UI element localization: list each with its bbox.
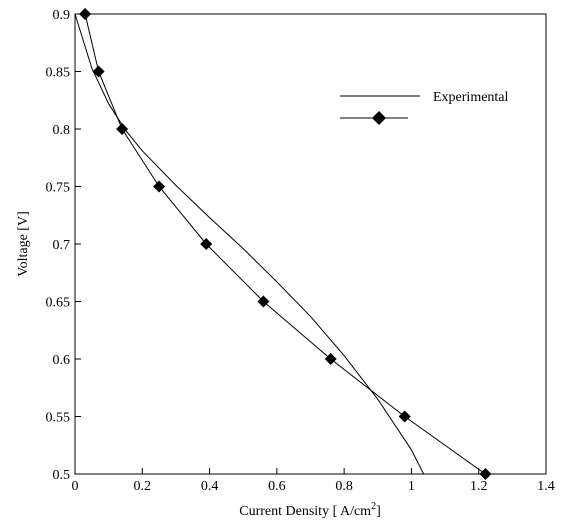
- data-point-marker: [479, 468, 492, 480]
- legend-diamond-marker: [372, 111, 386, 125]
- data-point-marker: [92, 65, 105, 78]
- y-tick-label: 0.5: [53, 468, 71, 483]
- legend-label-experimental: Experimental: [433, 90, 509, 105]
- series-line-1: [84, 14, 486, 474]
- x-axis-label: Current Density [ A/cm2]: [239, 501, 380, 519]
- data-point-marker: [79, 8, 92, 20]
- data-point-marker: [398, 410, 411, 423]
- x-tick-label: 0.6: [268, 479, 286, 494]
- data-point-marker: [200, 238, 213, 250]
- data-point-marker: [116, 123, 129, 135]
- x-tick-label: 1.2: [470, 479, 488, 494]
- data-point-marker: [153, 180, 166, 193]
- x-tick-label: 0: [72, 479, 79, 494]
- series-line-0: [75, 14, 425, 474]
- axes: [74, 13, 547, 475]
- data-point-marker: [324, 353, 337, 365]
- x-axis-label-superscript: 2: [371, 501, 376, 512]
- data-point-marker: [257, 295, 270, 308]
- x-tick-label: 0.8: [335, 479, 353, 494]
- marker-layer: [79, 8, 492, 480]
- x-tick-label: 1.4: [537, 479, 555, 494]
- x-tick-label: 1: [408, 479, 415, 494]
- y-tick-label: 0.8: [53, 123, 71, 138]
- y-tick-label: 0.7: [53, 238, 71, 253]
- legend: Experimental: [340, 90, 509, 125]
- y-tick-label: 0.9: [53, 8, 71, 23]
- x-axis-label-end: ]: [376, 504, 381, 519]
- y-tick-label: 0.6: [53, 353, 71, 368]
- series-layer: [75, 14, 486, 474]
- y-tick-label: 0.55: [46, 411, 71, 426]
- y-tick-label: 0.75: [46, 181, 71, 196]
- ticks: 0 0.2 0.4 0.6 0.8 1 1.2 1.4 0.5 0.55 0.6 0.65 0.7 0.7…: [46, 8, 555, 494]
- plot-frame: [74, 13, 547, 475]
- y-tick-label: 0.65: [46, 296, 71, 311]
- y-axis-label: Voltage [V]: [16, 211, 31, 276]
- y-tick-label: 0.85: [46, 66, 71, 81]
- x-tick-label: 0.4: [201, 479, 219, 494]
- x-tick-label: 0.2: [134, 479, 152, 494]
